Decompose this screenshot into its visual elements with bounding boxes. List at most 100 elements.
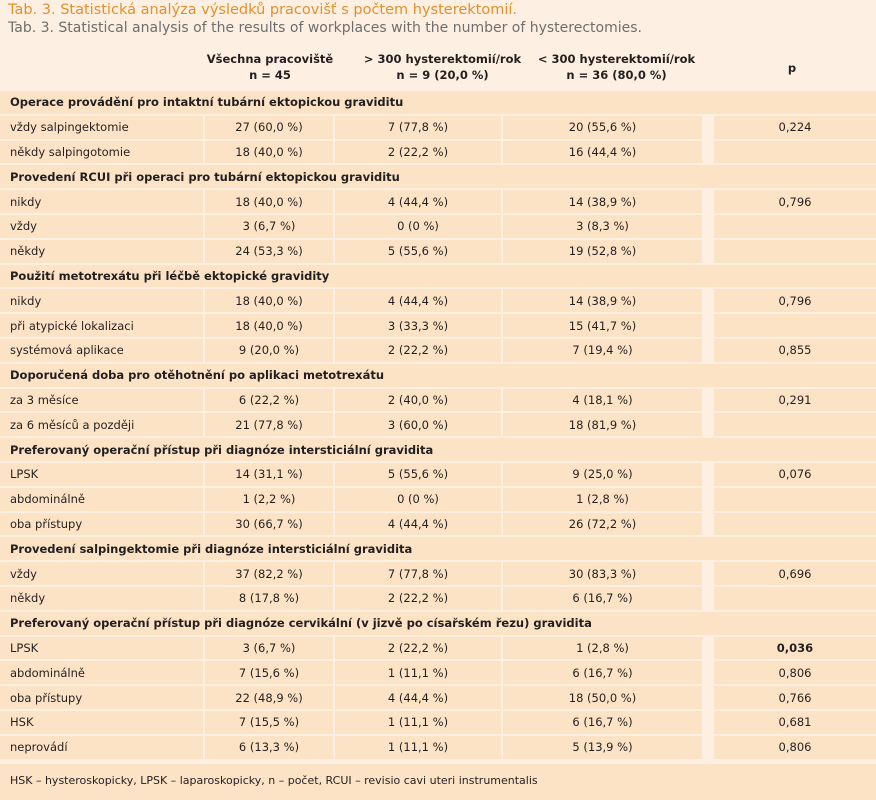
cell-under-300: 19 (52,8 %) bbox=[501, 239, 702, 263]
cell-over-300: 2 (22,2 %) bbox=[333, 636, 501, 660]
cell-over-300: 4 (44,4 %) bbox=[333, 686, 501, 709]
cell-under-300: 5 (13,9 %) bbox=[501, 735, 702, 759]
cell-under-300: 6 (16,7 %) bbox=[501, 661, 702, 685]
row-label: systémová aplikace bbox=[0, 338, 203, 362]
cell-over-300: 0 (0 %) bbox=[333, 214, 501, 238]
section-header-row: Doporučená doba pro otěhotnění po aplika… bbox=[0, 363, 876, 387]
section-title: Preferovaný operační přístup při diagnóz… bbox=[0, 611, 876, 635]
cell-under-300: 6 (16,7 %) bbox=[501, 710, 702, 734]
cell-under-300: 15 (41,7 %) bbox=[501, 314, 702, 337]
section-header-row: Provedení RCUI při operaci pro tubární e… bbox=[0, 165, 876, 189]
cell-over-300: 2 (22,2 %) bbox=[333, 140, 501, 164]
cell-over-300: 2 (22,2 %) bbox=[333, 586, 501, 610]
cell-all-workplaces: 8 (17,8 %) bbox=[203, 586, 333, 610]
row-label: oba přístupy bbox=[0, 512, 203, 536]
cell-p-value bbox=[702, 140, 876, 164]
cell-over-300: 5 (55,6 %) bbox=[333, 239, 501, 263]
cell-all-workplaces: 1 (2,2 %) bbox=[203, 487, 333, 511]
cell-over-300: 4 (44,4 %) bbox=[333, 289, 501, 313]
cell-all-workplaces: 18 (40,0 %) bbox=[203, 190, 333, 213]
row-label: někdy bbox=[0, 586, 203, 610]
cell-all-workplaces: 18 (40,0 %) bbox=[203, 140, 333, 164]
row-label: vždy bbox=[0, 214, 203, 238]
section-header-row: Preferovaný operační přístup při diagnóz… bbox=[0, 611, 876, 635]
table-footnote: HSK – hysteroskopicky, LPSK – laparoskop… bbox=[0, 762, 876, 800]
cell-p-value: 0,681 bbox=[702, 710, 876, 734]
cell-under-300: 7 (19,4 %) bbox=[501, 338, 702, 362]
section-header-row: Provedení salpingektomie při diagnóze in… bbox=[0, 537, 876, 561]
table-row: abdominálně 7 (15,6 %) 1 (11,1 %) 6 (16,7 %… bbox=[0, 661, 876, 685]
cell-over-300: 1 (11,1 %) bbox=[333, 661, 501, 685]
cell-over-300: 5 (55,6 %) bbox=[333, 462, 501, 486]
table-row: LPSK 3 (6,7 %) 2 (22,2 %) 1 (2,8 %) 0,036 bbox=[0, 636, 876, 660]
row-label: abdominálně bbox=[0, 661, 203, 685]
cell-under-300: 1 (2,8 %) bbox=[501, 487, 702, 511]
cell-under-300: 20 (55,6 %) bbox=[501, 115, 702, 139]
section-title: Provedení salpingektomie při diagnóze in… bbox=[0, 537, 876, 561]
table-row: nikdy 18 (40,0 %) 4 (44,4 %) 14 (38,9 %) 0,7… bbox=[0, 289, 876, 313]
cell-all-workplaces: 3 (6,7 %) bbox=[203, 214, 333, 238]
cell-all-workplaces: 22 (48,9 %) bbox=[203, 686, 333, 709]
cell-over-300: 1 (11,1 %) bbox=[333, 735, 501, 759]
section-title: Použití metotrexátu při léčbě ektopické … bbox=[0, 264, 876, 288]
section-header-row: Preferovaný operační přístup při diagnóz… bbox=[0, 438, 876, 461]
cell-p-value bbox=[702, 314, 876, 337]
table-row: za 6 měsíců a později 21 (77,8 %) 3 (60,0 … bbox=[0, 413, 876, 437]
column-header-over-300-count: n = 9 (20,0 %) bbox=[396, 68, 489, 82]
table-row: LPSK 14 (31,1 %) 5 (55,6 %) 9 (25,0 %) 0,076 bbox=[0, 462, 876, 486]
row-label: vždy bbox=[0, 562, 203, 585]
row-label: LPSK bbox=[0, 636, 203, 660]
cell-all-workplaces: 27 (60,0 %) bbox=[203, 115, 333, 139]
row-label: LPSK bbox=[0, 462, 203, 486]
cell-all-workplaces: 30 (66,7 %) bbox=[203, 512, 333, 536]
table-row: někdy 8 (17,8 %) 2 (22,2 %) 6 (16,7 %) bbox=[0, 586, 876, 610]
column-header-under-300-title: < 300 hysterektomií/rok bbox=[537, 52, 696, 66]
column-header-all: Všechna pracoviště n = 45 bbox=[205, 51, 335, 83]
cell-under-300: 26 (72,2 %) bbox=[501, 512, 702, 536]
cell-p-value: 0,806 bbox=[702, 661, 876, 685]
cell-all-workplaces: 3 (6,7 %) bbox=[203, 636, 333, 660]
results-table: Operace provádění pro intaktní tubární e… bbox=[0, 89, 876, 761]
column-header-over-300-title: > 300 hysterektomií/rok bbox=[363, 52, 522, 66]
section-title: Doporučená doba pro otěhotnění po aplika… bbox=[0, 363, 876, 387]
cell-over-300: 4 (44,4 %) bbox=[333, 190, 501, 213]
cell-all-workplaces: 7 (15,5 %) bbox=[203, 710, 333, 734]
table-row: systémová aplikace 9 (20,0 %) 2 (22,2 %) 7 … bbox=[0, 338, 876, 362]
row-label: abdominálně bbox=[0, 487, 203, 511]
cell-under-300: 18 (50,0 %) bbox=[501, 686, 702, 709]
table-row: někdy salpingotomie 18 (40,0 %) 2 (22,2 %)… bbox=[0, 140, 876, 164]
cell-under-300: 1 (2,8 %) bbox=[501, 636, 702, 660]
table-row: vždy 3 (6,7 %) 0 (0 %) 3 (8,3 %) bbox=[0, 214, 876, 238]
cell-p-value: 0,796 bbox=[702, 190, 876, 213]
table-row: někdy 24 (53,3 %) 5 (55,6 %) 19 (52,8 %) bbox=[0, 239, 876, 263]
cell-all-workplaces: 24 (53,3 %) bbox=[203, 239, 333, 263]
row-label: při atypické lokalizaci bbox=[0, 314, 203, 337]
column-header-under-300: < 300 hysterektomií/rok n = 36 (80,0 %) bbox=[534, 51, 699, 83]
column-header-over-300: > 300 hysterektomií/rok n = 9 (20,0 %) bbox=[360, 51, 525, 83]
cell-p-value bbox=[702, 239, 876, 263]
cell-p-value: 0,696 bbox=[702, 562, 876, 585]
table-row: HSK 7 (15,5 %) 1 (11,1 %) 6 (16,7 %) 0,681 bbox=[0, 710, 876, 734]
cell-p-value bbox=[702, 586, 876, 610]
cell-over-300: 2 (40,0 %) bbox=[333, 388, 501, 412]
cell-under-300: 9 (25,0 %) bbox=[501, 462, 702, 486]
cell-all-workplaces: 18 (40,0 %) bbox=[203, 314, 333, 337]
cell-under-300: 14 (38,9 %) bbox=[501, 289, 702, 313]
cell-p-value: 0,224 bbox=[702, 115, 876, 139]
section-title: Provedení RCUI při operaci pro tubární e… bbox=[0, 165, 876, 189]
cell-p-value bbox=[702, 487, 876, 511]
cell-all-workplaces: 6 (13,3 %) bbox=[203, 735, 333, 759]
cell-all-workplaces: 7 (15,6 %) bbox=[203, 661, 333, 685]
table-title-czech: Tab. 3. Statistická analýza výsledků pra… bbox=[8, 2, 518, 18]
cell-over-300: 0 (0 %) bbox=[333, 487, 501, 511]
cell-under-300: 30 (83,3 %) bbox=[501, 562, 702, 585]
cell-over-300: 7 (77,8 %) bbox=[333, 115, 501, 139]
cell-p-value: 0,036 bbox=[702, 636, 876, 660]
row-label: oba přístupy bbox=[0, 686, 203, 709]
cell-all-workplaces: 18 (40,0 %) bbox=[203, 289, 333, 313]
cell-all-workplaces: 14 (31,1 %) bbox=[203, 462, 333, 486]
row-label: za 6 měsíců a později bbox=[0, 413, 203, 437]
cell-under-300: 14 (38,9 %) bbox=[501, 190, 702, 213]
table-row: neprovádí 6 (13,3 %) 1 (11,1 %) 5 (13,9 %) 0… bbox=[0, 735, 876, 759]
